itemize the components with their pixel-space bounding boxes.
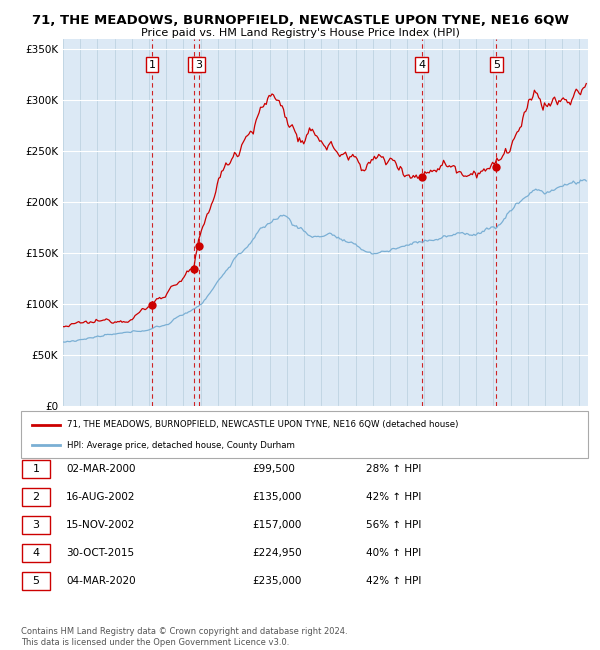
Text: 71, THE MEADOWS, BURNOPFIELD, NEWCASTLE UPON TYNE, NE16 6QW (detached house): 71, THE MEADOWS, BURNOPFIELD, NEWCASTLE … xyxy=(67,420,458,429)
Text: £135,000: £135,000 xyxy=(252,492,301,502)
Text: 3: 3 xyxy=(32,520,40,530)
Text: 42% ↑ HPI: 42% ↑ HPI xyxy=(366,576,421,586)
Text: 40% ↑ HPI: 40% ↑ HPI xyxy=(366,548,421,558)
Text: 02-MAR-2000: 02-MAR-2000 xyxy=(66,464,136,474)
Text: 30-OCT-2015: 30-OCT-2015 xyxy=(66,548,134,558)
Text: £99,500: £99,500 xyxy=(252,464,295,474)
Text: 71, THE MEADOWS, BURNOPFIELD, NEWCASTLE UPON TYNE, NE16 6QW: 71, THE MEADOWS, BURNOPFIELD, NEWCASTLE … xyxy=(32,14,569,27)
Text: HPI: Average price, detached house, County Durham: HPI: Average price, detached house, Coun… xyxy=(67,441,295,450)
Text: 5: 5 xyxy=(32,576,40,586)
Text: 16-AUG-2002: 16-AUG-2002 xyxy=(66,492,136,502)
Text: 4: 4 xyxy=(32,548,40,558)
Text: 42% ↑ HPI: 42% ↑ HPI xyxy=(366,492,421,502)
Text: 1: 1 xyxy=(148,60,155,70)
Text: £157,000: £157,000 xyxy=(252,520,301,530)
Text: £224,950: £224,950 xyxy=(252,548,302,558)
Text: 28% ↑ HPI: 28% ↑ HPI xyxy=(366,464,421,474)
Text: 5: 5 xyxy=(493,60,500,70)
Text: 2: 2 xyxy=(191,60,198,70)
Text: 15-NOV-2002: 15-NOV-2002 xyxy=(66,520,136,530)
Text: Contains HM Land Registry data © Crown copyright and database right 2024.
This d: Contains HM Land Registry data © Crown c… xyxy=(21,627,347,647)
Text: 3: 3 xyxy=(195,60,202,70)
Text: 1: 1 xyxy=(32,464,40,474)
Text: Price paid vs. HM Land Registry's House Price Index (HPI): Price paid vs. HM Land Registry's House … xyxy=(140,28,460,38)
Text: 04-MAR-2020: 04-MAR-2020 xyxy=(66,576,136,586)
Text: 2: 2 xyxy=(32,492,40,502)
Text: £235,000: £235,000 xyxy=(252,576,301,586)
Text: 4: 4 xyxy=(418,60,425,70)
Text: 56% ↑ HPI: 56% ↑ HPI xyxy=(366,520,421,530)
